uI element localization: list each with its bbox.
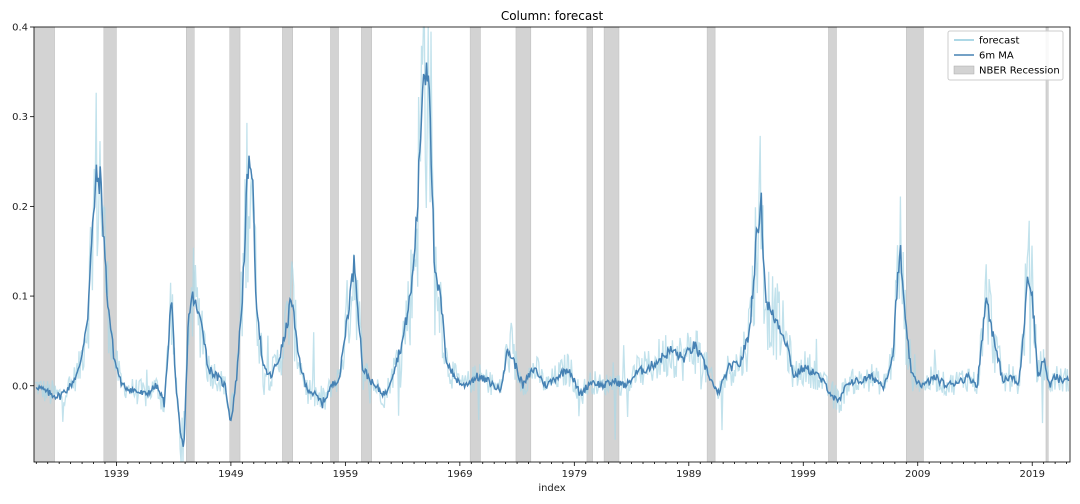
legend: forecast 6m MA NBER Recession [947,30,1064,81]
legend-label-recession: NBER Recession [979,66,1060,77]
legend-box [947,30,1064,81]
legend-label-ma: 6m MA [979,51,1014,62]
legend-swatch-recession [953,65,975,75]
y-tick-label: 0.4 [12,23,28,34]
ma-line [35,62,1070,447]
x-axis-label: index [538,483,565,494]
chart-title: Column: forecast [501,9,604,23]
y-tick-label: 0.0 [12,381,28,392]
y-axis: 0.0 0.1 0.2 0.3 0.4 [12,23,34,392]
x-tick-label: 2019 [1019,469,1044,480]
recession-band [1045,26,1049,463]
recession-band [515,26,532,463]
x-axis: 1939 1949 1959 1969 1979 1989 1999 2009 2019 [35,462,1067,480]
y-tick-label: 0.3 [12,112,28,123]
ma-series [35,62,1070,449]
y-tick-label: 0.2 [12,202,28,213]
x-tick-label: 1969 [447,469,472,480]
x-tick-label: 1999 [791,469,816,480]
x-tick-label: 1989 [676,469,701,480]
x-tick-label: 1959 [333,469,358,480]
y-tick-label: 0.1 [12,292,28,303]
legend-label-forecast: forecast [979,36,1020,47]
x-tick-label: 2009 [905,469,930,480]
recession-band [906,26,924,463]
recession-band [282,26,293,463]
recession-band [603,26,620,463]
forecast-line [34,26,1069,463]
x-tick-label: 1949 [218,469,243,480]
recession-band [186,26,195,463]
x-tick-label: 1979 [562,469,587,480]
recession-band [330,26,339,463]
x-tick-label: 1939 [104,469,129,480]
recession-band [706,26,716,463]
recession-band [586,26,593,463]
forecast-series [34,26,1069,463]
plot-frame [33,26,1071,463]
